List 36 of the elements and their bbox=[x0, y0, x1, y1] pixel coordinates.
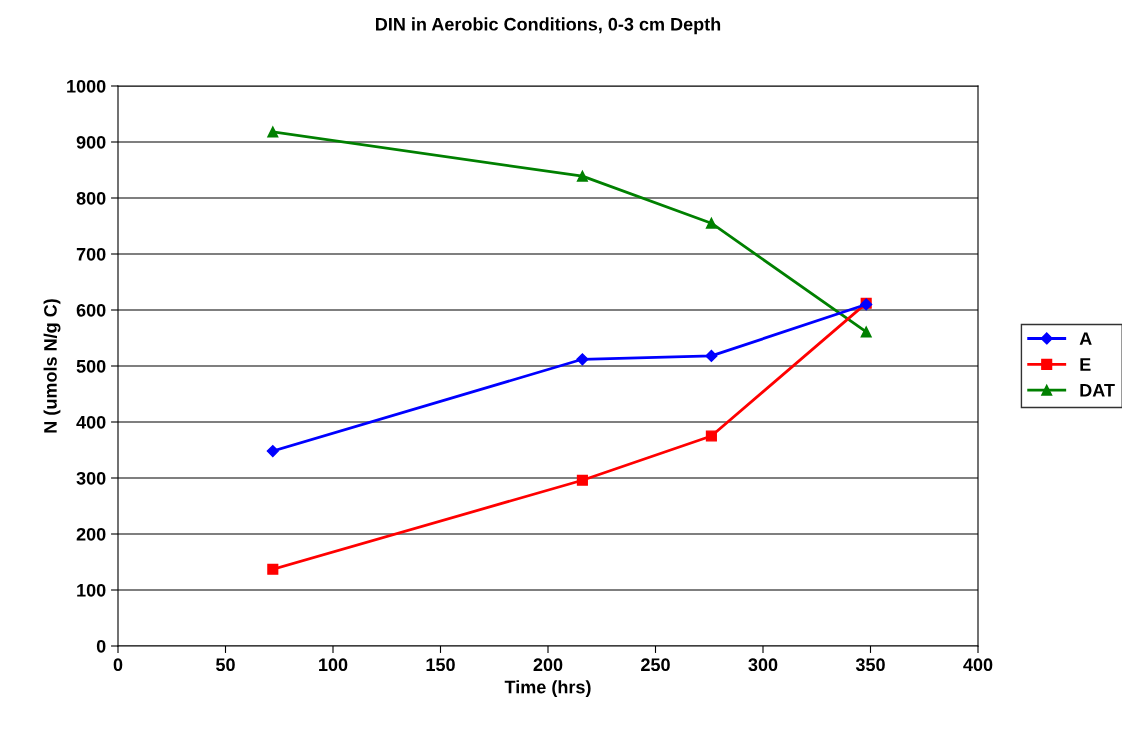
x-tick-label: 50 bbox=[216, 658, 235, 672]
chart-title: DIN in Aerobic Conditions, 0-3 cm Depth bbox=[376, 17, 721, 35]
y-axis-title: N (umols N/g C) bbox=[43, 299, 61, 433]
point bbox=[576, 170, 588, 182]
point bbox=[705, 349, 718, 363]
point bbox=[705, 430, 717, 442]
y-tick-label: 900 bbox=[76, 135, 106, 149]
legend-label: A bbox=[1079, 332, 1092, 345]
x-tick-label: 350 bbox=[855, 658, 885, 672]
x-tick-label: 250 bbox=[641, 658, 670, 672]
point bbox=[267, 126, 279, 138]
point bbox=[266, 445, 279, 458]
y-tick-label: 600 bbox=[76, 303, 106, 317]
y-tick-label: 800 bbox=[76, 191, 106, 205]
y-tick-label: 100 bbox=[77, 583, 106, 597]
x-tick-label: 400 bbox=[963, 658, 993, 672]
x-tick-label: 300 bbox=[748, 658, 778, 672]
legend-label: DAT bbox=[1080, 384, 1115, 397]
x-tick-label: 100 bbox=[319, 658, 348, 672]
point bbox=[705, 217, 717, 229]
y-tick-label: 400 bbox=[76, 415, 106, 429]
y-tick-label: 0 bbox=[96, 639, 106, 653]
point bbox=[576, 474, 588, 486]
y-tick-label: 200 bbox=[76, 527, 106, 541]
x-tick-label: 150 bbox=[426, 658, 455, 672]
x-axis-title: Time (hrs) bbox=[504, 680, 591, 698]
y-tick-label: 700 bbox=[76, 247, 106, 261]
y-tick-label: 300 bbox=[76, 471, 106, 485]
point bbox=[576, 353, 589, 366]
x-tick-label: 200 bbox=[533, 658, 563, 672]
y-tick-label: 1000 bbox=[67, 79, 106, 93]
point bbox=[860, 326, 872, 338]
point bbox=[267, 563, 279, 575]
legend-label: E bbox=[1080, 358, 1091, 371]
x-tick-label: 0 bbox=[113, 658, 123, 672]
y-tick-label: 500 bbox=[76, 359, 106, 373]
